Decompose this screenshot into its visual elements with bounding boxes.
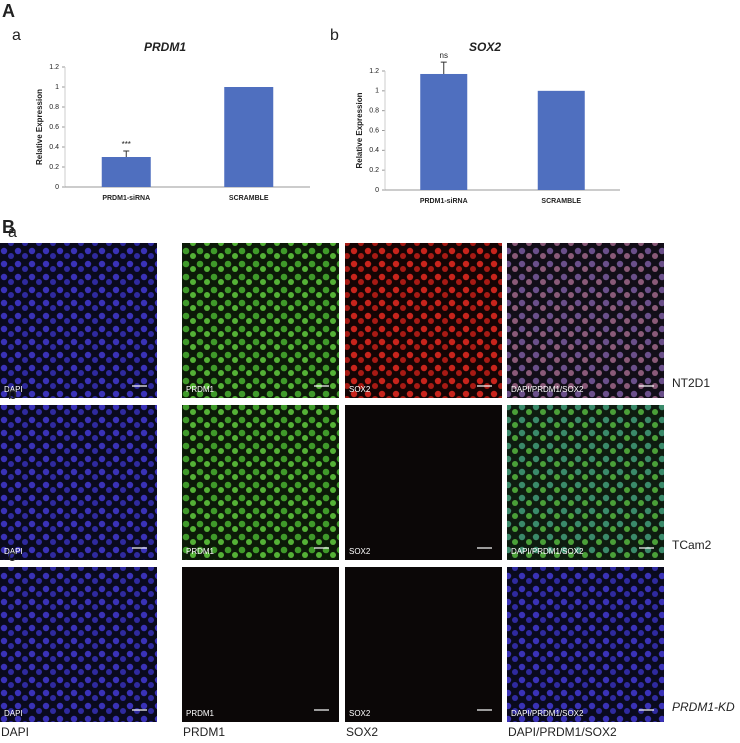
significance-label: ns <box>440 51 448 60</box>
row-label: c <box>8 548 16 565</box>
channel-label: PRDM1 <box>186 547 215 556</box>
column-label: PRDM1 <box>183 725 225 739</box>
micrograph <box>0 567 157 722</box>
micrograph <box>182 243 339 398</box>
micrograph <box>507 405 664 560</box>
channel-label: PRDM1 <box>186 709 215 718</box>
micrograph <box>507 567 664 722</box>
micrograph <box>345 405 502 560</box>
channel-label: PRDM1 <box>186 385 215 394</box>
channel-label: SOX2 <box>349 709 371 718</box>
channel-label: DAPI/PRDM1/SOX2 <box>511 385 584 394</box>
row-label: a <box>8 224 17 241</box>
micrograph <box>345 243 502 398</box>
channel-label: DAPI <box>4 709 23 718</box>
micrograph <box>507 243 664 398</box>
x-tick-label: SCRAMBLE <box>541 198 581 205</box>
y-axis-label: Relative Expression <box>355 92 364 168</box>
channel-label: DAPI <box>4 385 23 394</box>
y-tick-label: 1.2 <box>369 68 379 75</box>
cell-line-label: TCam2 <box>672 538 712 552</box>
channel-label: SOX2 <box>349 385 371 394</box>
cell-line-label: NT2D1 <box>672 376 710 390</box>
y-tick-label: 0 <box>55 184 59 191</box>
bar <box>420 73 468 190</box>
y-tick-label: 0.4 <box>369 147 379 154</box>
y-tick-label: 0.6 <box>49 124 59 131</box>
y-axis-label: Relative Expression <box>35 89 44 165</box>
bar <box>101 157 151 187</box>
x-tick-label: SCRAMBLE <box>229 195 269 202</box>
channel-label: DAPI/PRDM1/SOX2 <box>511 709 584 718</box>
column-label: SOX2 <box>346 725 378 739</box>
micrograph <box>182 567 339 722</box>
y-tick-label: 0.4 <box>49 144 59 151</box>
y-tick-label: 1.2 <box>49 64 59 71</box>
column-label: DAPI/PRDM1/SOX2 <box>508 725 617 739</box>
y-tick-label: 0.2 <box>49 164 59 171</box>
x-tick-label: PRDM1-siRNA <box>420 198 468 205</box>
channel-label: DAPI/PRDM1/SOX2 <box>511 547 584 556</box>
channel-label: SOX2 <box>349 547 371 556</box>
bar <box>224 87 274 187</box>
error-bar <box>440 61 447 74</box>
significance-label: *** <box>122 140 131 149</box>
panel-label: b <box>330 27 339 44</box>
micrograph <box>182 405 339 560</box>
panel-label: A <box>2 1 15 21</box>
micrograph <box>0 243 157 398</box>
panel-label: B <box>2 217 15 237</box>
y-tick-label: 0.2 <box>369 167 379 174</box>
y-tick-label: 0.8 <box>49 104 59 111</box>
y-tick-label: 1 <box>375 88 379 95</box>
panel-label: a <box>12 27 21 44</box>
row-label: b <box>8 386 17 403</box>
y-tick-label: 0 <box>375 187 379 194</box>
cell-line-label: PRDM1-KD <box>672 700 735 714</box>
y-tick-label: 0.8 <box>369 108 379 115</box>
micrograph <box>0 405 157 560</box>
bar <box>537 90 585 190</box>
micrograph <box>345 567 502 722</box>
x-tick-label: PRDM1-siRNA <box>102 195 150 202</box>
y-tick-label: 1 <box>55 84 59 91</box>
channel-label: DAPI <box>4 547 23 556</box>
error-bar <box>123 150 130 157</box>
micrographs: DAPI PRDM1 SOX2 DAPI/PRDM1/SOX2 DAPI PRDM1 SOX… <box>0 243 664 722</box>
chart-title: SOX2 <box>469 40 501 54</box>
y-tick-label: 0.6 <box>369 127 379 134</box>
column-label: DAPI <box>1 725 29 739</box>
chart-title: PRDM1 <box>144 40 186 54</box>
